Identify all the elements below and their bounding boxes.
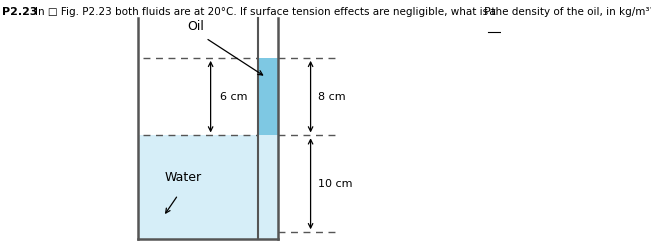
Text: In □ Fig. P2.23 both fluids are at 20°C. If surface tension effects are negligib: In □ Fig. P2.23 both fluids are at 20°C.… bbox=[35, 7, 651, 17]
Text: Pa: Pa bbox=[484, 7, 497, 17]
Bar bbox=[258, 58, 278, 135]
Text: P2.23: P2.23 bbox=[2, 7, 37, 17]
Text: 10 cm: 10 cm bbox=[318, 179, 353, 189]
Text: Oil: Oil bbox=[187, 20, 204, 33]
Bar bbox=[138, 135, 278, 239]
Text: Water: Water bbox=[165, 171, 202, 184]
Text: 6 cm: 6 cm bbox=[219, 92, 247, 102]
Text: 8 cm: 8 cm bbox=[318, 92, 346, 102]
